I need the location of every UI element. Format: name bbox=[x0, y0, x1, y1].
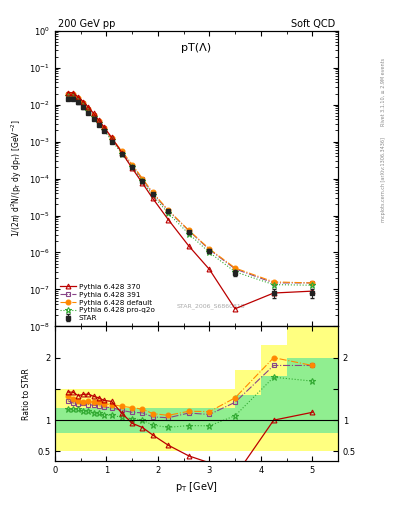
X-axis label: p$_{\rm T}$ [GeV]: p$_{\rm T}$ [GeV] bbox=[175, 480, 218, 494]
Pythia 6.428 pro-q2o bbox=[101, 127, 106, 133]
Text: STAR_2006_S6860818: STAR_2006_S6860818 bbox=[176, 303, 245, 309]
Text: pT(Λ): pT(Λ) bbox=[182, 42, 211, 53]
Pythia 6.428 default bbox=[101, 124, 106, 131]
Line: Pythia 6.428 default: Pythia 6.428 default bbox=[66, 91, 315, 285]
Pythia 6.428 370 bbox=[186, 243, 191, 249]
Pythia 6.428 pro-q2o bbox=[130, 164, 134, 170]
Pythia 6.428 pro-q2o bbox=[140, 178, 145, 184]
Text: Rivet 3.1.10, ≥ 2.9M events: Rivet 3.1.10, ≥ 2.9M events bbox=[381, 58, 386, 126]
Pythia 6.428 pro-q2o bbox=[86, 108, 91, 114]
Pythia 6.428 391 bbox=[186, 227, 191, 233]
Pythia 6.428 pro-q2o bbox=[207, 249, 212, 255]
Pythia 6.428 default bbox=[81, 100, 86, 106]
Pythia 6.428 default bbox=[140, 176, 145, 182]
Pythia 6.428 default bbox=[186, 227, 191, 233]
Pythia 6.428 370 bbox=[310, 288, 315, 294]
Pythia 6.428 391 bbox=[71, 92, 75, 98]
Pythia 6.428 391 bbox=[151, 190, 155, 196]
Text: Soft QCD: Soft QCD bbox=[291, 19, 335, 29]
Pythia 6.428 391 bbox=[130, 162, 134, 168]
Pythia 6.428 370 bbox=[76, 94, 81, 100]
Pythia 6.428 default bbox=[91, 112, 96, 118]
Pythia 6.428 default bbox=[71, 91, 75, 97]
Pythia 6.428 default bbox=[76, 95, 81, 101]
Y-axis label: 1/(2$\pi$) d$^2$N/(p$_{\rm T}$ dy dp$_{\rm T}$) [GeV$^{-2}$]: 1/(2$\pi$) d$^2$N/(p$_{\rm T}$ dy dp$_{\… bbox=[9, 120, 24, 238]
Pythia 6.428 370 bbox=[101, 124, 106, 130]
Pythia 6.428 391 bbox=[66, 91, 70, 97]
Pythia 6.428 370 bbox=[91, 110, 96, 116]
Pythia 6.428 391 bbox=[233, 266, 237, 272]
Pythia 6.428 default bbox=[96, 118, 101, 124]
Pythia 6.428 default bbox=[166, 207, 171, 213]
Pythia 6.428 370 bbox=[66, 90, 70, 96]
Pythia 6.428 370 bbox=[140, 180, 145, 186]
Pythia 6.428 pro-q2o bbox=[96, 120, 101, 126]
Pythia 6.428 391 bbox=[91, 112, 96, 118]
Pythia 6.428 pro-q2o bbox=[310, 282, 315, 288]
Text: 200 GeV pp: 200 GeV pp bbox=[58, 19, 115, 29]
Pythia 6.428 370 bbox=[96, 117, 101, 123]
Pythia 6.428 pro-q2o bbox=[233, 269, 237, 275]
Pythia 6.428 default bbox=[207, 246, 212, 252]
Pythia 6.428 391 bbox=[76, 96, 81, 102]
Pythia 6.428 391 bbox=[119, 149, 124, 155]
Pythia 6.428 pro-q2o bbox=[186, 231, 191, 237]
Pythia 6.428 pro-q2o bbox=[271, 282, 276, 288]
Pythia 6.428 370 bbox=[130, 165, 134, 172]
Pythia 6.428 370 bbox=[71, 90, 75, 96]
Pythia 6.428 391 bbox=[166, 208, 171, 214]
Pythia 6.428 370 bbox=[271, 290, 276, 296]
Pythia 6.428 pro-q2o bbox=[81, 102, 86, 108]
Pythia 6.428 391 bbox=[207, 246, 212, 252]
Pythia 6.428 pro-q2o bbox=[66, 93, 70, 99]
Pythia 6.428 370 bbox=[151, 196, 155, 202]
Pythia 6.428 default bbox=[109, 135, 114, 141]
Pythia 6.428 391 bbox=[101, 125, 106, 131]
Pythia 6.428 391 bbox=[271, 280, 276, 286]
Pythia 6.428 370 bbox=[166, 217, 171, 223]
Pythia 6.428 391 bbox=[96, 119, 101, 125]
Pythia 6.428 pro-q2o bbox=[151, 193, 155, 199]
Pythia 6.428 pro-q2o bbox=[166, 210, 171, 217]
Pythia 6.428 default bbox=[310, 280, 315, 286]
Pythia 6.428 default bbox=[86, 105, 91, 112]
Pythia 6.428 default bbox=[271, 279, 276, 285]
Pythia 6.428 default bbox=[151, 189, 155, 196]
Legend: Pythia 6.428 370, Pythia 6.428 391, Pythia 6.428 default, Pythia 6.428 pro-q2o, : Pythia 6.428 370, Pythia 6.428 391, Pyth… bbox=[59, 283, 156, 323]
Pythia 6.428 default bbox=[233, 265, 237, 271]
Text: mcplots.cern.ch [arXiv:1306.3436]: mcplots.cern.ch [arXiv:1306.3436] bbox=[381, 137, 386, 222]
Pythia 6.428 391 bbox=[81, 100, 86, 106]
Pythia 6.428 391 bbox=[109, 136, 114, 142]
Pythia 6.428 391 bbox=[140, 176, 145, 182]
Pythia 6.428 pro-q2o bbox=[91, 114, 96, 120]
Pythia 6.428 pro-q2o bbox=[76, 97, 81, 103]
Pythia 6.428 370 bbox=[233, 306, 237, 312]
Pythia 6.428 370 bbox=[119, 150, 124, 156]
Pythia 6.428 370 bbox=[109, 134, 114, 140]
Pythia 6.428 370 bbox=[207, 266, 212, 272]
Pythia 6.428 391 bbox=[86, 106, 91, 112]
Pythia 6.428 pro-q2o bbox=[71, 93, 75, 99]
Pythia 6.428 default bbox=[119, 148, 124, 154]
Pythia 6.428 pro-q2o bbox=[119, 151, 124, 157]
Line: Pythia 6.428 391: Pythia 6.428 391 bbox=[66, 92, 315, 285]
Y-axis label: Ratio to STAR: Ratio to STAR bbox=[22, 368, 31, 419]
Pythia 6.428 default bbox=[66, 91, 70, 97]
Pythia 6.428 370 bbox=[86, 104, 91, 110]
Line: Pythia 6.428 pro-q2o: Pythia 6.428 pro-q2o bbox=[65, 93, 315, 288]
Pythia 6.428 default bbox=[130, 161, 134, 167]
Pythia 6.428 pro-q2o bbox=[109, 137, 114, 143]
Pythia 6.428 370 bbox=[81, 99, 86, 105]
Line: Pythia 6.428 370: Pythia 6.428 370 bbox=[66, 90, 315, 311]
Pythia 6.428 391 bbox=[310, 280, 315, 286]
